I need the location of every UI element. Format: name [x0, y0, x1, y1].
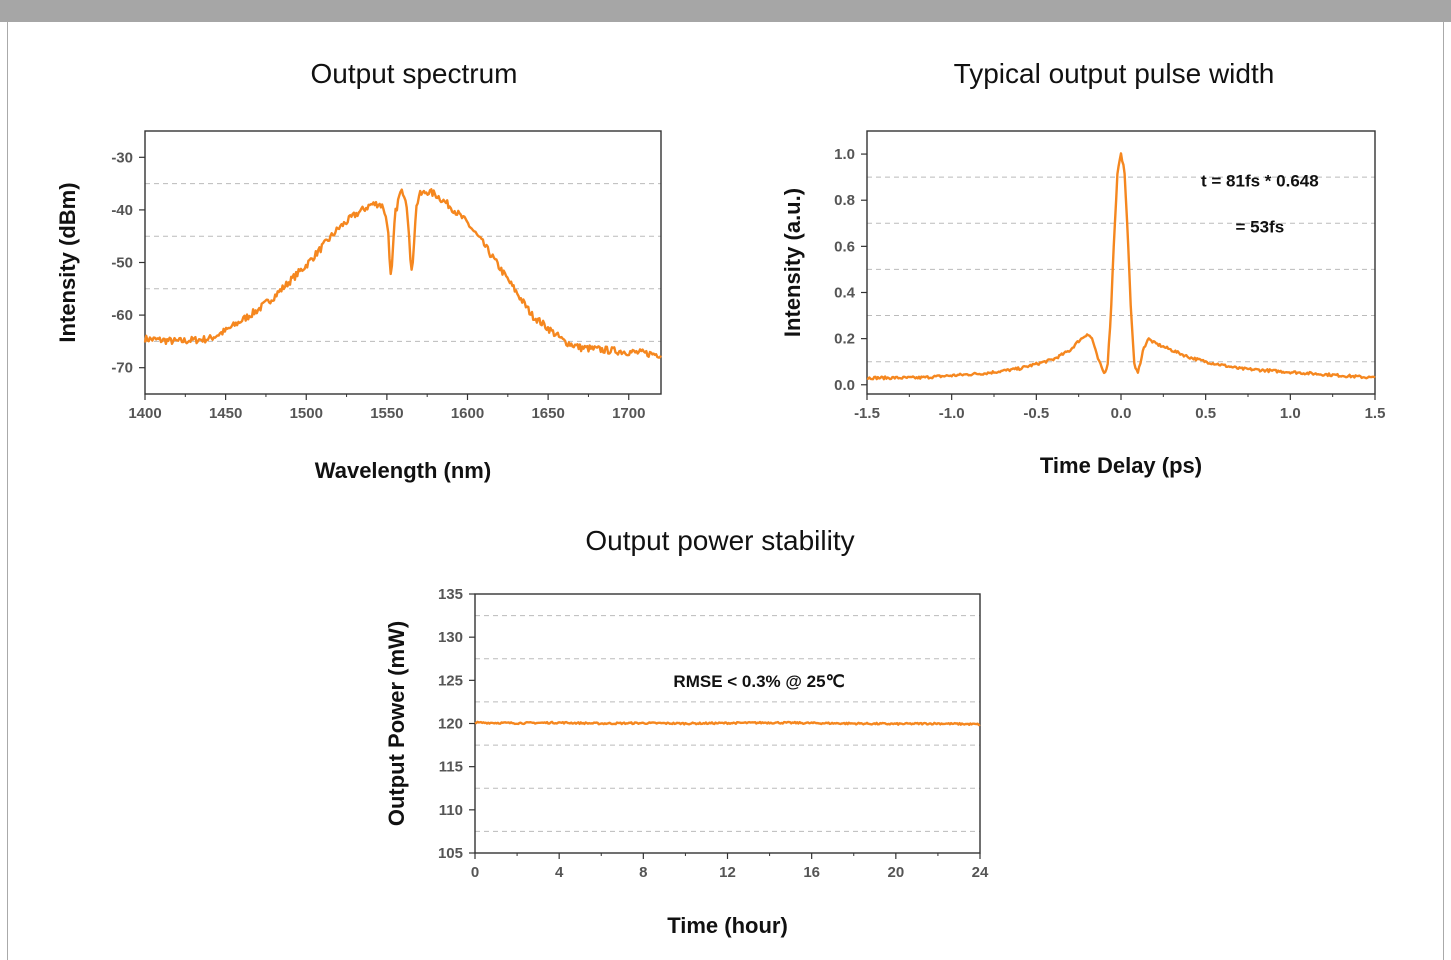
pulse-x-tick-label: 1.5 [1365, 405, 1386, 422]
spectrum-x-tick-label: 1500 [290, 405, 323, 422]
stability-y-tick-label: 130 [438, 629, 463, 646]
pulse-y-tick-label: 0.0 [834, 377, 855, 394]
pulse-x-tick-label: 0.5 [1195, 405, 1216, 422]
stability-x-tick-label: 24 [972, 864, 989, 881]
spectrum-x-tick-label: 1700 [612, 405, 645, 422]
stability-y-tick-label: 135 [438, 586, 463, 603]
stability-x-tick-label: 12 [719, 864, 736, 881]
spectrum-x-tick-label: 1650 [531, 405, 564, 422]
stability-x-tick-label: 16 [803, 864, 820, 881]
pulse-x-tick-label: -1.5 [854, 405, 880, 422]
pulse-y-tick-label: 0.2 [834, 331, 855, 348]
spectrum-series-line [143, 188, 663, 359]
spectrum-y-tick-label: -50 [111, 255, 133, 272]
stability-y-axis-label: Output Power (mW) [384, 621, 409, 826]
stability-y-tick-label: 115 [439, 759, 463, 776]
spectrum-y-axis-label: Intensity (dBm) [55, 182, 80, 342]
spectrum-x-tick-label: 1400 [128, 405, 161, 422]
stability-y-tick-label: 105 [438, 845, 463, 862]
pulse-annotation: = 53fs [1236, 218, 1285, 237]
pulse-x-tick-label: -1.0 [939, 405, 965, 422]
pulse-annotation: t = 81fs * 0.648 [1201, 171, 1319, 190]
spectrum-x-tick-label: 1450 [209, 405, 242, 422]
pulse-x-tick-label: -0.5 [1023, 405, 1049, 422]
header-bar [0, 0, 1451, 22]
stability-x-axis-label: Time (hour) [667, 913, 788, 938]
spectrum-y-tick-label: -60 [111, 307, 133, 324]
spectrum-chart-title: Output spectrum [310, 58, 518, 89]
stability-x-tick-label: 20 [887, 864, 904, 881]
stability-x-tick-label: 8 [639, 864, 647, 881]
stability-y-tick-label: 125 [438, 672, 463, 689]
spectrum-y-tick-label: -70 [111, 360, 133, 377]
stability-y-tick-label: 110 [439, 802, 463, 819]
stability-x-tick-label: 0 [471, 864, 479, 881]
pulse-y-tick-label: 1.0 [834, 146, 855, 163]
spectrum-y-tick-label: -30 [111, 149, 133, 166]
pulse-x-tick-label: 0.0 [1111, 405, 1132, 422]
pulse-chart-title: Typical output pulse width [953, 58, 1275, 89]
pulse-y-tick-label: 0.6 [834, 238, 855, 255]
stability-annotation: RMSE < 0.3% @ 25℃ [673, 672, 844, 691]
pulse-series-line [866, 152, 1376, 381]
stability-chart-title: Output power stability [585, 525, 855, 556]
page-frame [7, 22, 1444, 960]
spectrum-x-tick-label: 1550 [370, 405, 403, 422]
spectrum-y-tick-label: -40 [111, 202, 133, 219]
pulse-y-tick-label: 0.8 [834, 192, 855, 209]
pulse-x-tick-label: 1.0 [1280, 405, 1301, 422]
spectrum-x-axis-label: Wavelength (nm) [315, 458, 491, 483]
stability-y-tick-label: 120 [438, 716, 463, 733]
pulse-x-axis-label: Time Delay (ps) [1040, 453, 1202, 478]
pulse-y-axis-label: Intensity (a.u.) [780, 188, 805, 337]
spectrum-x-tick-label: 1600 [451, 405, 484, 422]
pulse-y-tick-label: 0.4 [834, 284, 856, 301]
stability-x-tick-label: 4 [555, 864, 564, 881]
stability-series-line [474, 720, 981, 727]
